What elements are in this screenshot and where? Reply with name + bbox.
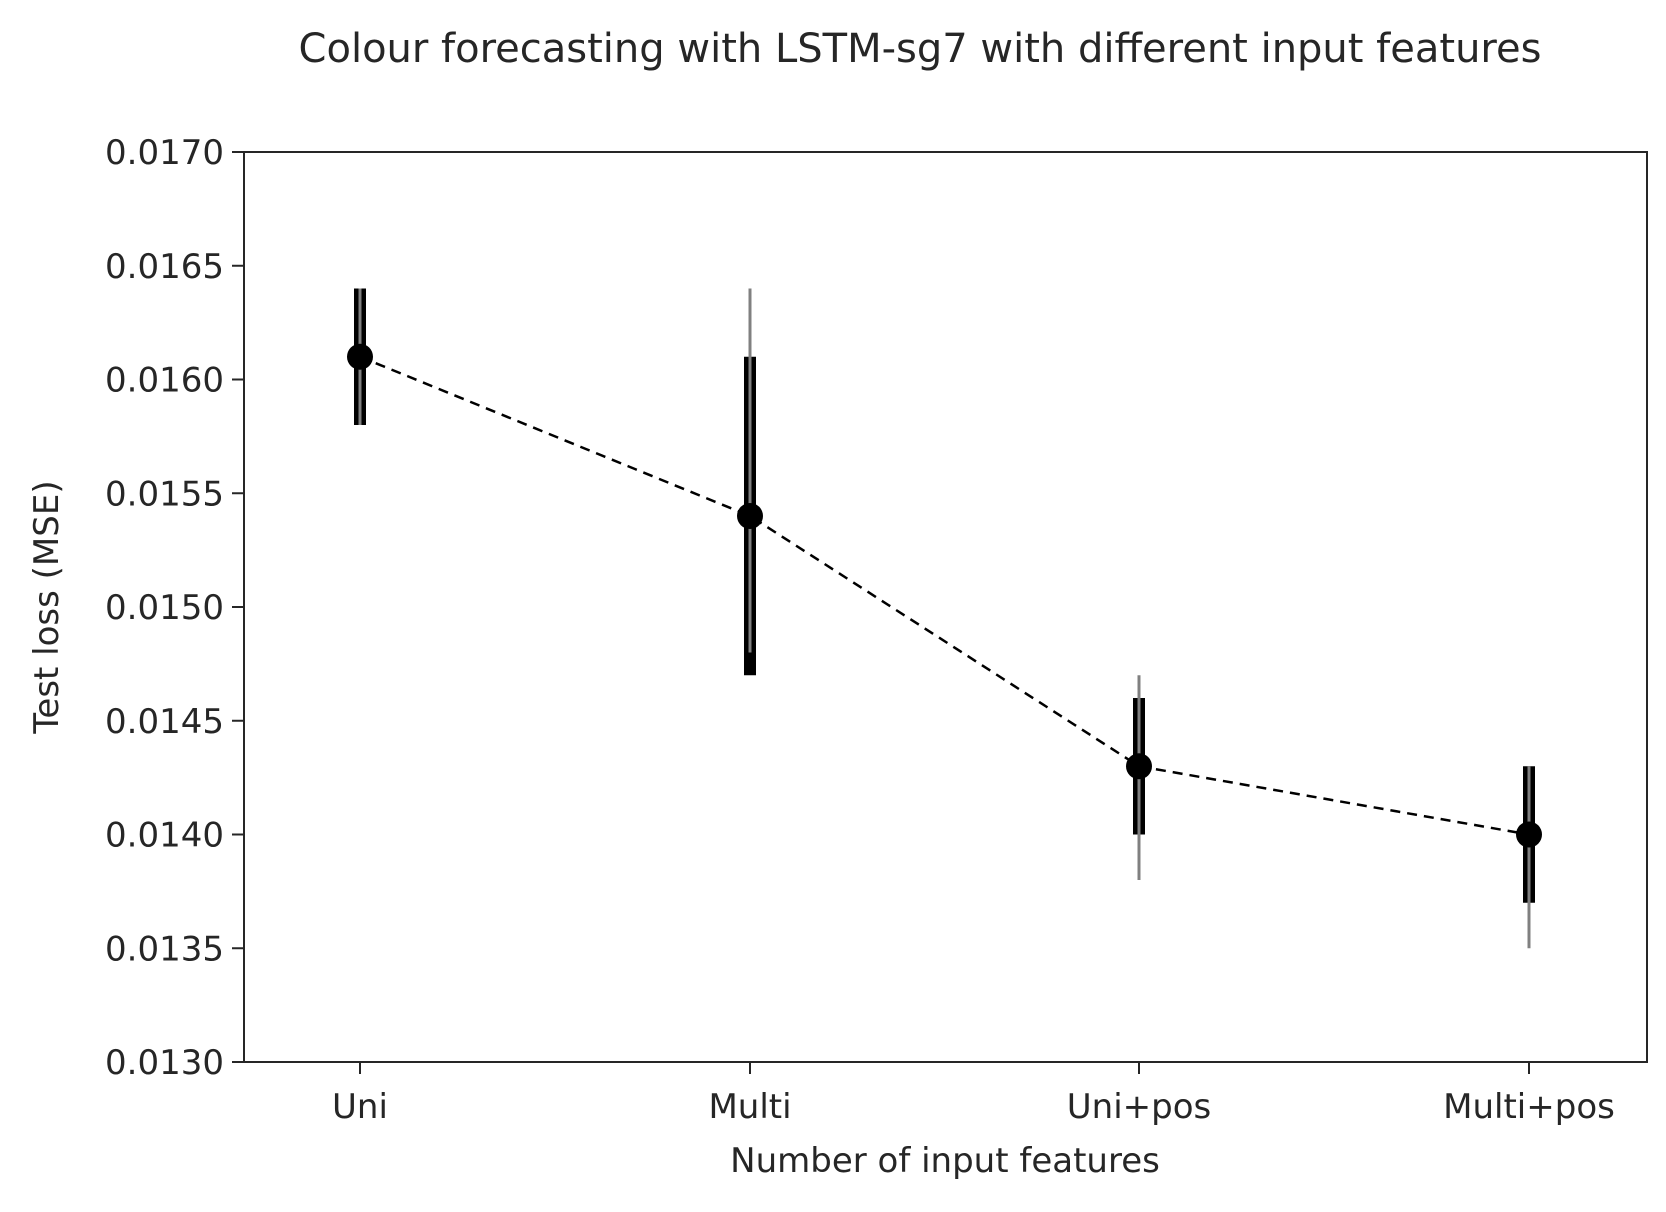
- plot-area: [243, 151, 1648, 1063]
- y-tick-label: 0.0135: [105, 929, 224, 969]
- data-point: [1516, 821, 1542, 848]
- x-tick-label: Multi: [708, 1087, 791, 1127]
- x-tick-label: Uni+pos: [1067, 1087, 1211, 1127]
- data-point: [737, 503, 763, 529]
- y-tick-label: 0.0170: [105, 133, 224, 173]
- series-line: [359, 355, 1530, 836]
- y-tick-label: 0.0140: [105, 816, 224, 856]
- x-tick-label: Uni: [332, 1087, 388, 1127]
- y-axis-label: Test loss (MSE): [27, 480, 67, 734]
- y-tick-label: 0.0130: [105, 1043, 224, 1083]
- y-axis: 0.0130 0.0135 0.0140 0.0145 0.0150 0.0155 0.01…: [105, 133, 244, 1083]
- series-layer: [347, 288, 1542, 949]
- x-axis: Uni Multi Uni+pos Multi+pos: [332, 1062, 1615, 1127]
- y-tick-label: 0.0145: [105, 702, 224, 742]
- x-tick-label: Multi+pos: [1443, 1087, 1615, 1127]
- y-tick-label: 0.0165: [105, 247, 224, 287]
- chart-title: Colour forecasting with LSTM-sg7 with di…: [299, 26, 1542, 72]
- y-tick-label: 0.0160: [105, 361, 224, 401]
- x-axis-label: Number of input features: [730, 1141, 1160, 1181]
- data-point: [1126, 753, 1152, 780]
- plot-background: [243, 151, 1648, 1063]
- data-point: [347, 343, 373, 370]
- y-tick-label: 0.0155: [105, 474, 224, 514]
- y-tick-label: 0.0150: [105, 588, 224, 628]
